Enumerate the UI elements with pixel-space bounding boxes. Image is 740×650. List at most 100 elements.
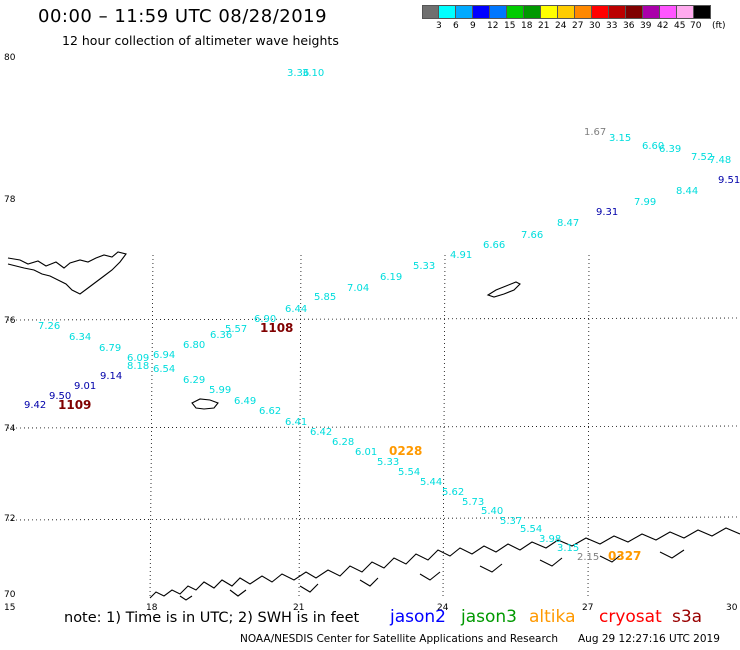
wave-height-label: 5.33 — [413, 261, 435, 272]
wave-height-label: 6.62 — [259, 406, 281, 417]
map-subtitle: 12 hour collection of altimeter wave hei… — [62, 33, 339, 48]
scale-swatch — [473, 5, 490, 19]
wave-height-label: 7.26 — [38, 321, 60, 332]
generation-timestamp: Aug 29 12:27:16 UTC 2019 — [578, 633, 720, 645]
scale-label: 27 — [572, 21, 584, 31]
wave-height-label: 3.15 — [557, 543, 579, 554]
lon-label-15: 15 — [4, 603, 15, 613]
wave-height-label: 5.37 — [500, 516, 522, 527]
lat-label-80: 80 — [4, 53, 16, 63]
parallel-72 — [7, 516, 740, 521]
wave-height-label: 7.99 — [634, 197, 656, 208]
wave-height-label: 1109 — [58, 398, 91, 412]
scale-swatch — [541, 5, 558, 19]
scale-swatch — [626, 5, 643, 19]
color-scale-labels: 3 6 9 12 15 18 21 24 27 30 33 36 39 42 45 70 (ft) — [422, 21, 740, 33]
scale-swatch — [422, 5, 439, 19]
scale-label: 39 — [640, 21, 652, 31]
wave-height-label: 1.67 — [584, 127, 606, 138]
scale-swatch — [592, 5, 609, 19]
coastal-islands — [179, 549, 685, 601]
lat-label-72: 72 — [4, 514, 15, 524]
scale-label: 24 — [555, 21, 567, 31]
scale-label: 12 — [487, 21, 499, 31]
meridian-18 — [149, 254, 154, 599]
scale-swatch — [694, 5, 711, 19]
northern-norway-coast — [149, 527, 740, 599]
wave-height-label: 6.49 — [234, 396, 256, 407]
wave-height-label: 6.90 — [254, 314, 276, 325]
wave-height-label: 6.09 — [127, 353, 149, 364]
lat-label-70: 70 — [4, 590, 16, 600]
scale-swatch — [490, 5, 507, 19]
svalbard-coast — [7, 251, 127, 295]
wave-height-label: 6.01 — [355, 447, 377, 458]
coastline — [7, 251, 740, 601]
scale-swatch — [575, 5, 592, 19]
wave-height-label: 5.85 — [314, 292, 336, 303]
wave-height-label: 5.33 — [377, 457, 399, 468]
parallel-76 — [7, 317, 740, 321]
lat-label-78: 78 — [4, 195, 16, 205]
wave-height-label: 8.47 — [557, 218, 579, 229]
wave-height-label: 3.10 — [302, 68, 324, 79]
wave-height-label: 9.14 — [100, 371, 122, 382]
lon-label-18: 18 — [146, 603, 158, 613]
scale-label: 15 — [504, 21, 516, 31]
wave-height-label: 5.54 — [520, 524, 542, 535]
wave-height-label: 5.54 — [398, 467, 420, 478]
credit-line: NOAA/NESDIS Center for Satellite Applica… — [240, 633, 558, 645]
wave-height-label: 5.40 — [481, 506, 503, 517]
wave-height-label: 6.66 — [483, 240, 505, 251]
wave-height-label: 5.57 — [225, 324, 247, 335]
wave-height-label: 5.62 — [442, 487, 464, 498]
wave-height-label: 8.44 — [676, 186, 698, 197]
lat-lon-grid — [7, 254, 740, 599]
legend-altika: altika — [529, 607, 576, 627]
wave-height-label: 8.18 — [127, 361, 149, 372]
wave-height-label: 9.31 — [596, 207, 618, 218]
scale-label: 33 — [606, 21, 618, 31]
scale-swatch — [643, 5, 660, 19]
scale-label: 42 — [657, 21, 669, 31]
wave-height-label: 6.42 — [310, 427, 332, 438]
wave-height-color-scale — [422, 5, 711, 19]
scale-swatch — [677, 5, 694, 19]
wave-height-label: 9.01 — [74, 381, 96, 392]
scale-label: 36 — [623, 21, 635, 31]
wave-height-label: 6.34 — [69, 332, 91, 343]
legend-s3a: s3a — [672, 607, 703, 627]
scale-label: 45 — [674, 21, 686, 31]
wave-height-label: 6.29 — [183, 375, 205, 386]
legend-jason3: jason3 — [461, 607, 517, 627]
scale-label: 70 — [690, 21, 702, 31]
wave-height-label: 5.73 — [462, 497, 484, 508]
wave-height-label: 7.52 — [691, 152, 713, 163]
wave-height-label: 0228 — [389, 444, 422, 458]
footer-note: note: 1) Time is in UTC; 2) SWH is in fe… — [64, 610, 360, 626]
wave-height-label: 6.19 — [380, 272, 402, 283]
lon-label-30: 30 — [726, 603, 738, 613]
wave-height-label: 1108 — [260, 321, 293, 335]
wave-height-label: 6.79 — [99, 343, 121, 354]
wave-height-label: 7.04 — [347, 283, 369, 294]
lon-label-24: 24 — [437, 603, 449, 613]
scale-swatch — [439, 5, 456, 19]
scale-swatch — [507, 5, 524, 19]
wave-height-label: 6.80 — [183, 340, 205, 351]
wave-height-label: 2.15 — [577, 552, 599, 563]
scale-swatch — [609, 5, 626, 19]
scale-swatch — [456, 5, 473, 19]
wave-height-label: 6.44 — [285, 304, 307, 315]
wave-height-observations: 3.363.101.673.156.606.397.527.489.518.44… — [24, 68, 740, 563]
wave-height-label: 6.36 — [210, 330, 232, 341]
lon-label-27: 27 — [582, 603, 593, 613]
scale-label: 18 — [521, 21, 533, 31]
lat-label-76: 76 — [4, 316, 16, 326]
scale-label: (ft) — [712, 21, 726, 31]
legend-jason2: jason2 — [390, 607, 446, 627]
wave-height-label: 3.98 — [539, 534, 561, 545]
scale-label: 21 — [538, 21, 550, 31]
scale-label: 9 — [470, 21, 476, 31]
